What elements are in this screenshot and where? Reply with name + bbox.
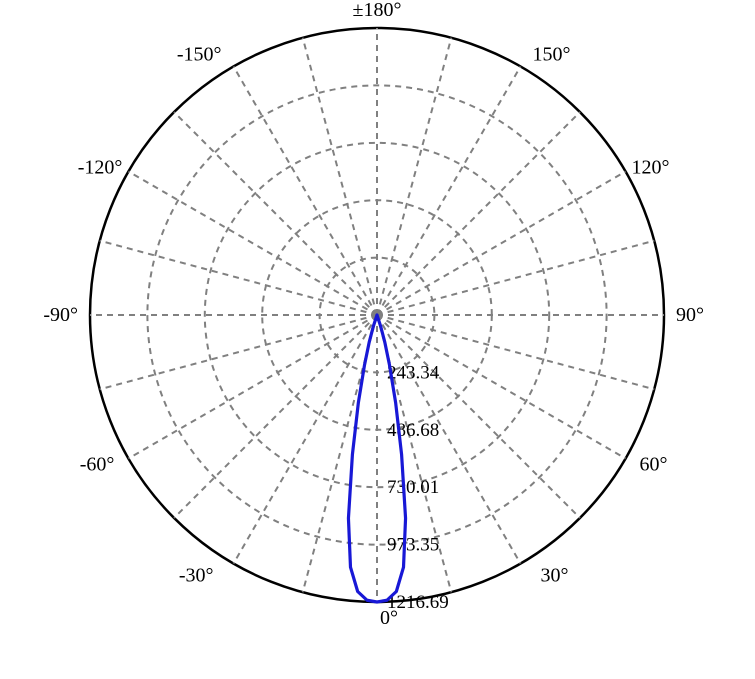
radial-label: 486.68 — [387, 420, 439, 441]
angle-label: 30° — [541, 565, 569, 587]
angle-label: -150° — [177, 43, 222, 65]
radial-label: 973.35 — [387, 535, 439, 556]
angle-label: -60° — [80, 454, 115, 476]
radial-label: 1216.69 — [387, 592, 449, 613]
radial-label: 243.34 — [387, 362, 440, 383]
polar-chart: 0°30°60°90°120°150°±180°-150°-120°-90°-6… — [0, 0, 755, 679]
angle-label: ±180° — [353, 0, 402, 21]
angle-label: 90° — [676, 304, 704, 326]
angle-label: 60° — [640, 454, 668, 476]
angle-label: -30° — [179, 565, 214, 587]
radial-label: 730.01 — [387, 477, 439, 498]
angle-label: -120° — [78, 157, 123, 179]
angle-label: -90° — [43, 304, 78, 326]
angle-label: 120° — [632, 157, 670, 179]
angle-label: 150° — [533, 43, 571, 65]
